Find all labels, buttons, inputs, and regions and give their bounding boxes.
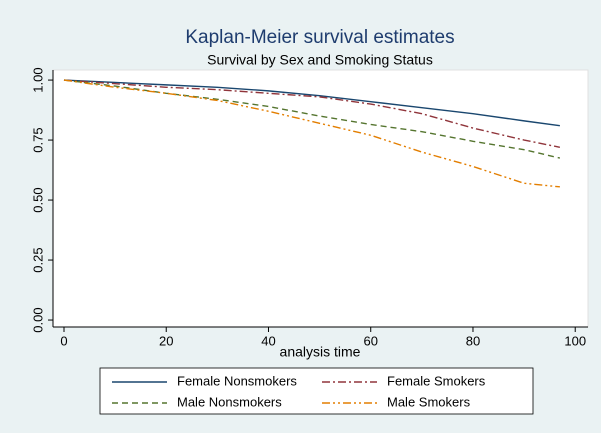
legend-label: Male Nonsmokers — [177, 394, 282, 409]
legend-box — [99, 367, 534, 415]
x-tick-label: 20 — [159, 333, 173, 348]
x-tick-label: 0 — [60, 333, 67, 348]
chart-subtitle: Survival by Sex and Smoking Status — [207, 52, 433, 68]
x-tick-label: 100 — [564, 333, 586, 348]
survival-line — [63, 79, 560, 127]
x-axis-title: analysis time — [280, 344, 361, 360]
legend-label: Female Nonsmokers — [177, 373, 297, 388]
chart-title: Kaplan-Meier survival estimates — [185, 27, 454, 48]
legend-label: Male Smokers — [387, 394, 471, 409]
y-tick-label: 0.50 — [30, 187, 45, 212]
survival-line — [63, 79, 560, 188]
x-tick-label: 80 — [466, 333, 480, 348]
legend-label: Female Smokers — [387, 373, 486, 388]
survival-line — [63, 79, 561, 148]
x-tick-label: 40 — [261, 333, 275, 348]
y-tick-label: 0.75 — [30, 127, 45, 152]
x-tick-label: 60 — [363, 333, 377, 348]
y-tick-label: 0.25 — [30, 247, 45, 272]
y-tick-label: 1.00 — [30, 67, 45, 92]
y-tick-label: 0.00 — [30, 307, 45, 332]
plot-area — [52, 69, 589, 328]
